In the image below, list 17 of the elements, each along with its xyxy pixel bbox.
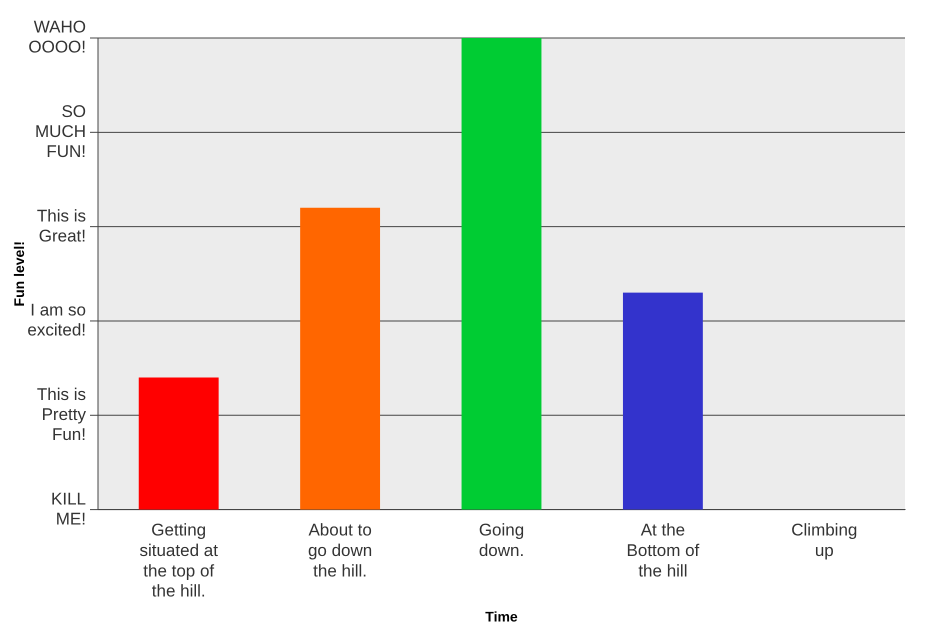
text: SO MUCH FUN! — [35, 102, 86, 162]
x-tick-label: Climbing up — [791, 520, 858, 560]
bar — [462, 38, 542, 510]
x-tick-label: At the Bottom of the hill — [626, 520, 700, 580]
bar — [138, 378, 219, 510]
bar — [300, 208, 380, 510]
x-axis-title: Time — [485, 608, 518, 624]
x-tick-label: Going down. — [478, 520, 524, 560]
text: This is Pretty Fun! — [36, 384, 86, 444]
text: KILL ME! — [51, 489, 86, 528]
text: WAHO OOOO! — [28, 18, 86, 57]
x-tick-label: About to go down the hill. — [308, 520, 372, 580]
text: I am so excited! — [27, 300, 86, 340]
text: This is Great! — [36, 206, 86, 246]
text: Fun level! — [10, 241, 27, 306]
bar — [622, 292, 703, 510]
x-tick-label: Getting situated at the top of the hill. — [139, 520, 218, 601]
